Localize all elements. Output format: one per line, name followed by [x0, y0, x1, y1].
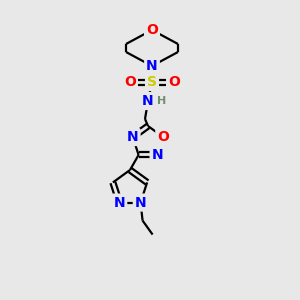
Text: O: O [157, 130, 169, 144]
Text: N: N [146, 59, 158, 73]
Text: O: O [168, 75, 180, 89]
Text: O: O [124, 75, 136, 89]
Text: N: N [142, 94, 154, 108]
Text: H: H [158, 96, 166, 106]
Text: N: N [135, 196, 146, 210]
Text: N: N [152, 148, 163, 162]
Text: N: N [114, 196, 125, 210]
Text: N: N [127, 130, 139, 144]
Text: S: S [147, 75, 157, 89]
Text: O: O [146, 23, 158, 37]
